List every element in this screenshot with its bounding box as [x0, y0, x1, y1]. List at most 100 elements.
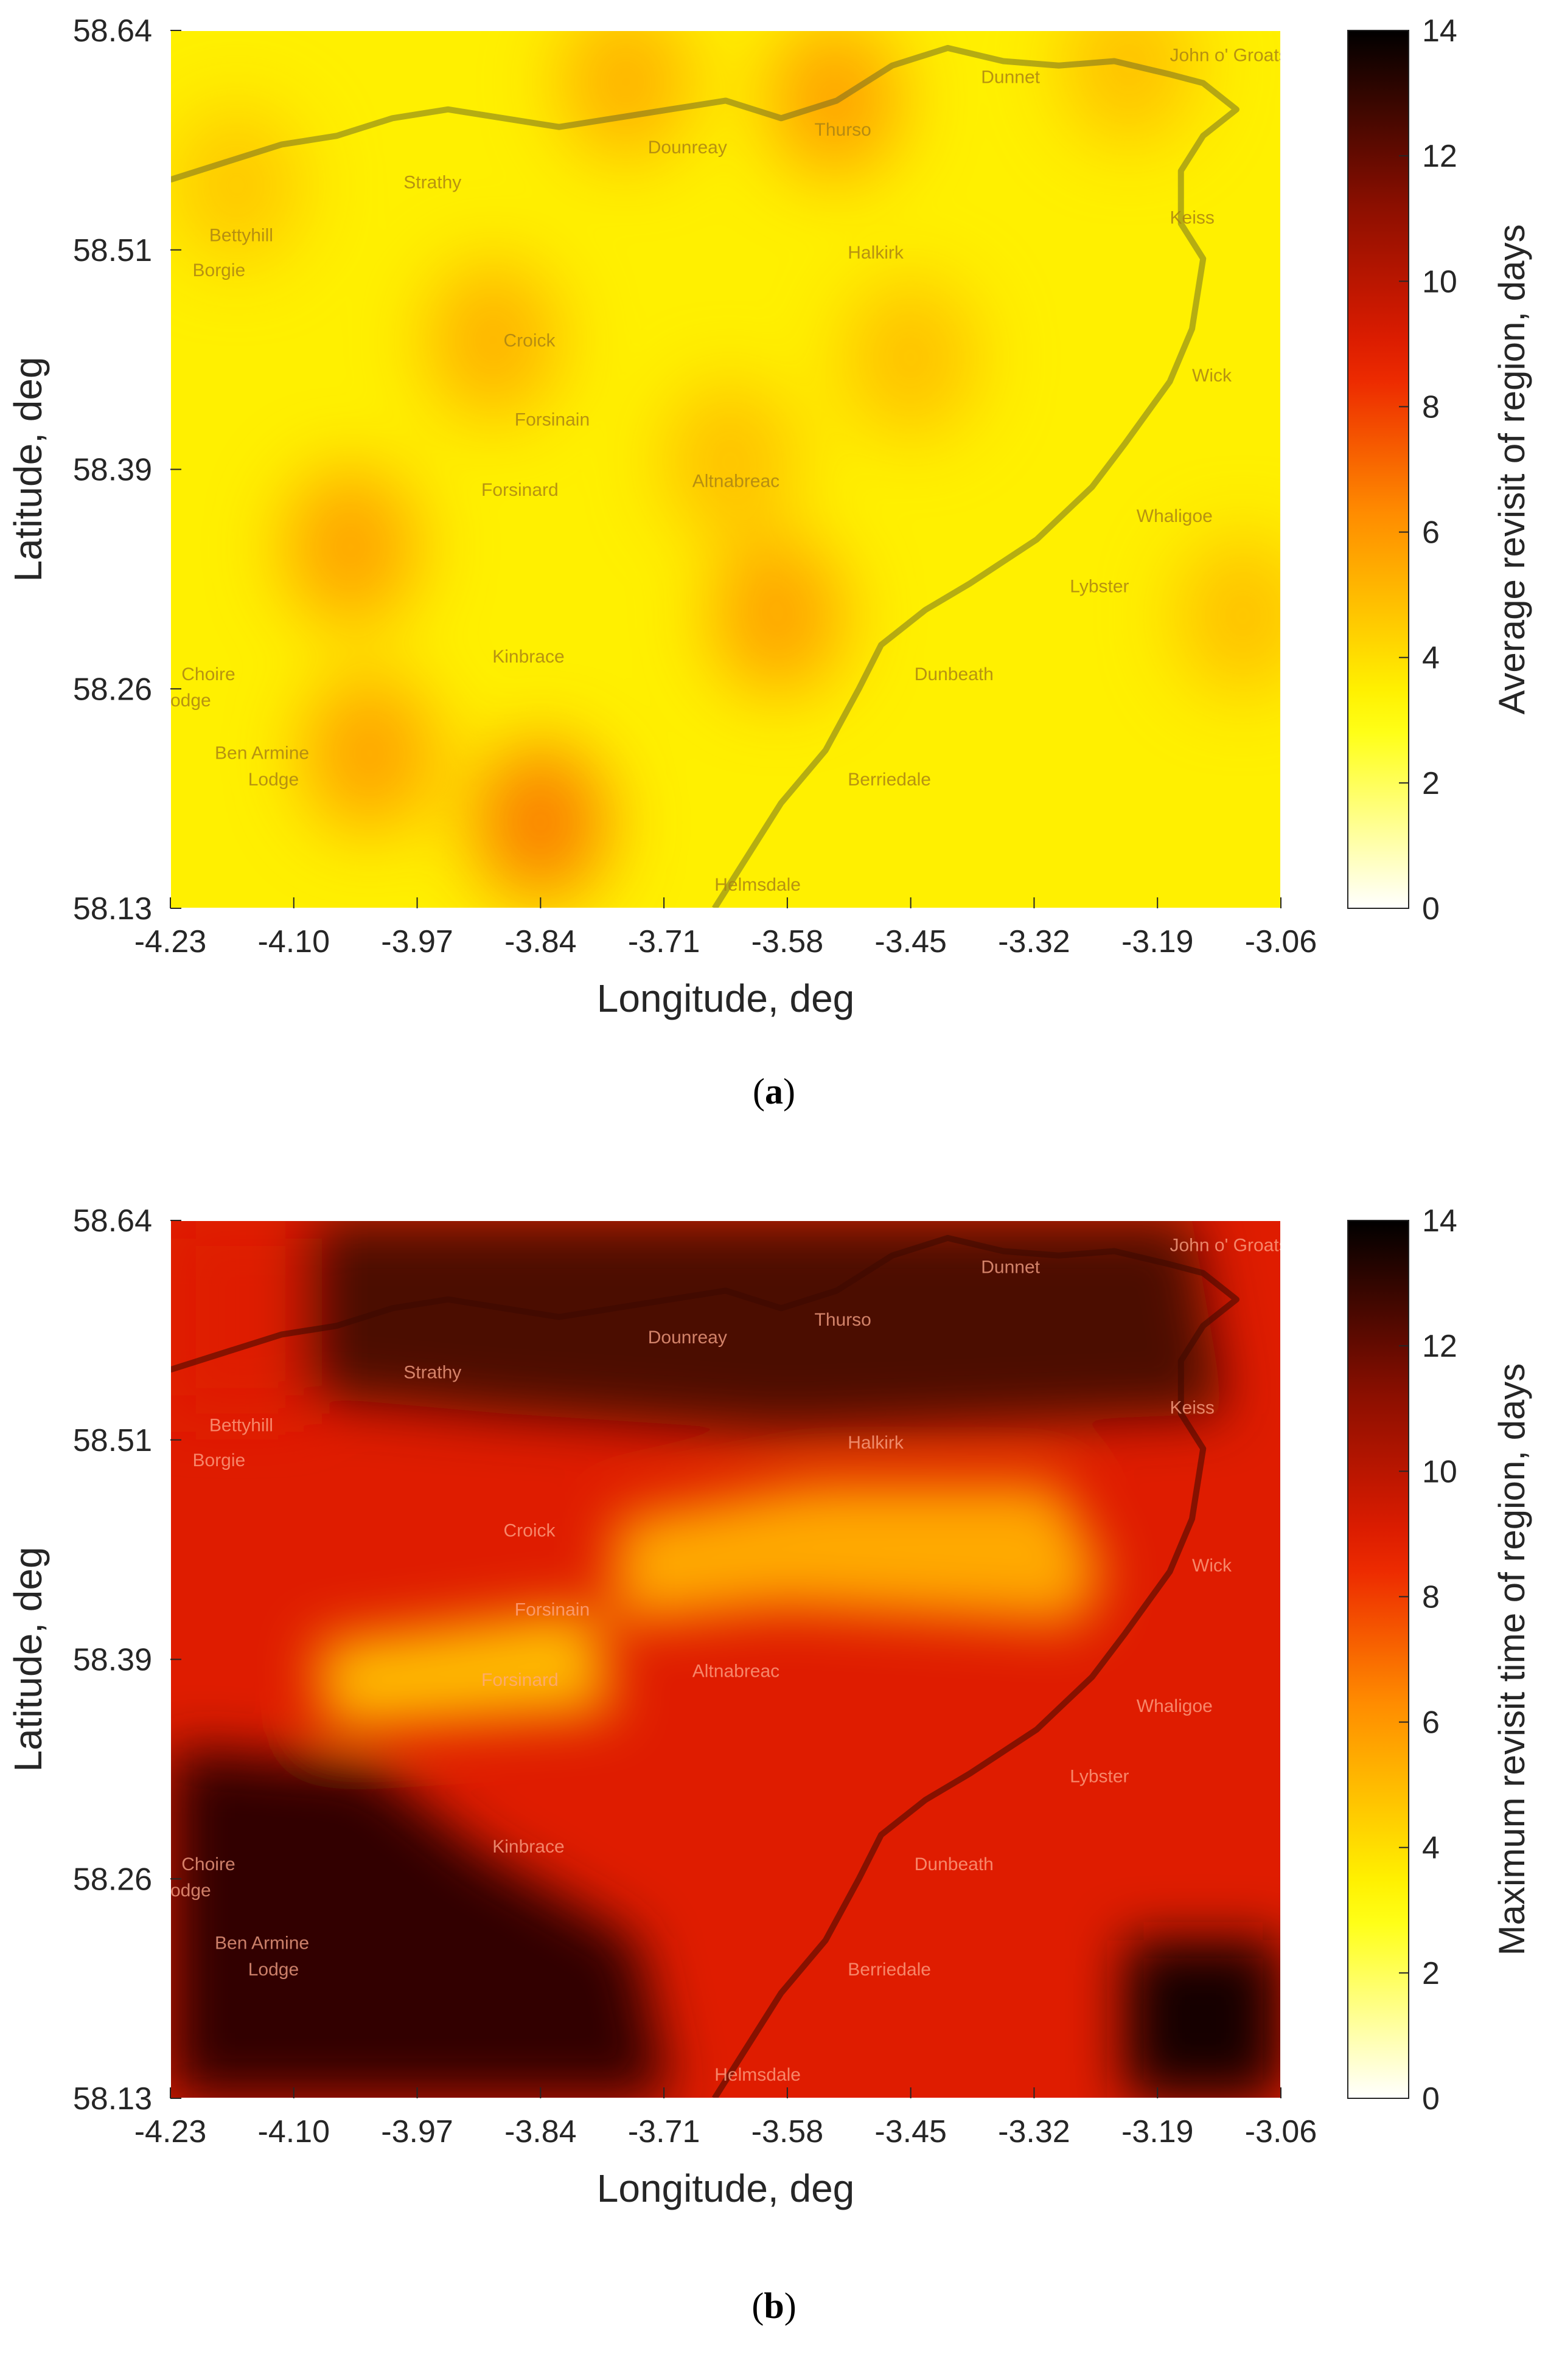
- place-label: Bettyhill: [209, 225, 273, 245]
- place-label: Strathy: [403, 1363, 461, 1383]
- place-label: Dounreay: [648, 137, 727, 158]
- coastline: [170, 44, 1239, 908]
- place-label: Halkirk: [848, 243, 904, 263]
- place-label: Choire: [181, 664, 235, 684]
- colorbar-label: Average revisit of region, days: [1491, 224, 1532, 715]
- heatmap-field: Dunnet John o' Groats Thurso Dounreay Strath…: [170, 30, 1288, 908]
- place-label: Lodge: [248, 770, 299, 790]
- y-tick-label: 58.51: [73, 233, 152, 268]
- place-label: Ben Armine: [215, 743, 309, 764]
- x-tick-label: -3.45: [874, 2114, 947, 2149]
- colorbar-tick-label: 0: [1422, 891, 1440, 927]
- place-label: Thurso: [815, 120, 871, 140]
- place-label: Dounreay: [648, 1327, 727, 1348]
- x-tick-label: -4.10: [258, 924, 330, 959]
- colorbar-tick-label: 0: [1422, 2081, 1440, 2117]
- place-label: Dunnet: [981, 1258, 1040, 1278]
- place-label: John o' Groats: [1170, 1236, 1288, 1256]
- place-label: Helmsdale: [714, 2065, 801, 2085]
- heatmap-chart-a: Dunnet John o' Groats Thurso Dounreay Strath…: [6, 13, 1532, 1020]
- place-label: Dunbeath: [915, 664, 994, 684]
- y-tick-label: 58.39: [73, 453, 152, 488]
- y-axis-label: Latitude, deg: [6, 357, 50, 582]
- place-label: Wick: [1192, 1556, 1232, 1576]
- panel-a: Dunnet John o' Groats Thurso Dounreay Strath…: [6, 13, 1532, 1112]
- place-label: Halkirk: [848, 1433, 904, 1453]
- x-tick-label: -3.06: [1245, 2114, 1317, 2149]
- colorbar-tick-label: 12: [1422, 139, 1457, 174]
- place-label: Wick: [1192, 366, 1232, 386]
- region-west-yellow-patch: [315, 1606, 615, 1730]
- place-label: Forsinain: [515, 1599, 590, 1620]
- place-label: Kinbrace: [492, 647, 564, 667]
- hotspot-0: [767, 30, 902, 179]
- colorbar-tick-label: 6: [1422, 1705, 1440, 1741]
- y-axis-label: Latitude, deg: [6, 1547, 50, 1772]
- y-tick-label: 58.64: [73, 13, 152, 49]
- place-label: John o' Groats: [1170, 46, 1288, 66]
- place-label: Dunnet: [981, 68, 1040, 88]
- place-label: Berriedale: [848, 1960, 931, 1980]
- colorbar-tick-label: 10: [1422, 264, 1457, 299]
- place-label: Strathy: [403, 173, 461, 193]
- place-label: Berriedale: [848, 770, 931, 790]
- x-tick-label: -3.97: [381, 924, 453, 959]
- x-tick-label: -3.19: [1121, 2114, 1194, 2149]
- y-tick-label: 58.26: [73, 672, 152, 707]
- place-label: Forsinain: [515, 409, 590, 430]
- region-north-west-corner: [170, 1220, 304, 1414]
- y-tick-label: 58.51: [73, 1423, 152, 1458]
- hotspot-8: [663, 381, 798, 540]
- colorbar: [1347, 1220, 1409, 2099]
- hotspot-10: [1062, 30, 1196, 144]
- region-north-coast-band: [304, 1220, 1226, 1432]
- panel-b-caption: (b): [751, 2286, 797, 2326]
- place-label: odge: [170, 1881, 211, 1901]
- coastline: [170, 1234, 1239, 2098]
- place-label: Lodge: [248, 1960, 299, 1980]
- x-tick-label: -3.97: [381, 2114, 453, 2149]
- place-label: Helmsdale: [714, 875, 801, 895]
- heatmap-field: Dunnet John o' Groats Thurso Dounreay Strath…: [170, 1220, 1288, 2098]
- colorbar-tick-label: 2: [1422, 766, 1440, 801]
- hotspot-9: [1176, 537, 1281, 695]
- panel-b: Dunnet John o' Groats Thurso Dounreay Strath…: [0, 1190, 1548, 2380]
- place-label: odge: [170, 691, 211, 711]
- y-tick-label: 58.13: [73, 891, 152, 927]
- colorbar-tick-label: 4: [1422, 1831, 1440, 1866]
- x-tick-label: -4.23: [134, 924, 207, 959]
- x-axis-label: Longitude, deg: [597, 2166, 855, 2210]
- hotspot-3: [426, 261, 560, 420]
- hotspot-6: [711, 537, 845, 695]
- panel-a-caption: (a): [753, 1071, 795, 1112]
- x-tick-label: -3.19: [1121, 924, 1194, 959]
- x-tick-label: -3.84: [504, 924, 577, 959]
- place-label: Borgie: [193, 1450, 246, 1470]
- y-tick-label: 58.26: [73, 1862, 152, 1897]
- colorbar-tick-label: 14: [1422, 13, 1457, 49]
- x-tick-label: -3.71: [628, 2114, 700, 2149]
- place-label: Forsinard: [481, 480, 559, 500]
- place-label: Croick: [504, 1520, 556, 1540]
- place-label: Bettyhill: [209, 1415, 273, 1435]
- x-tick-label: -3.32: [998, 2114, 1070, 2149]
- x-tick-label: -3.58: [751, 2114, 824, 2149]
- place-label: Keiss: [1170, 207, 1215, 228]
- colorbar-tick-label: 10: [1422, 1454, 1457, 1489]
- place-label: Thurso: [815, 1310, 871, 1330]
- x-tick-label: -3.06: [1245, 924, 1317, 959]
- x-tick-label: -4.23: [134, 2114, 207, 2149]
- y-tick-label: 58.39: [73, 1643, 152, 1678]
- x-tick-label: -3.32: [998, 924, 1070, 959]
- place-label: Choire: [181, 1854, 235, 1874]
- place-label: Lybster: [1070, 1767, 1129, 1787]
- hotspot-4: [473, 743, 608, 902]
- region-central-yellow-band: [615, 1483, 1103, 1624]
- colorbar: [1347, 30, 1409, 909]
- x-tick-label: -3.58: [751, 924, 824, 959]
- place-label: Altnabreac: [692, 1661, 779, 1681]
- place-label: Whaligoe: [1137, 1696, 1213, 1716]
- place-label: Ben Armine: [215, 1933, 309, 1954]
- place-label: Forsinard: [481, 1670, 559, 1690]
- region-south-west-block: [170, 1747, 671, 2098]
